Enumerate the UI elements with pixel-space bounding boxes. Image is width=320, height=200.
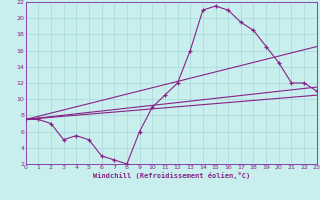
X-axis label: Windchill (Refroidissement éolien,°C): Windchill (Refroidissement éolien,°C) <box>92 172 250 179</box>
